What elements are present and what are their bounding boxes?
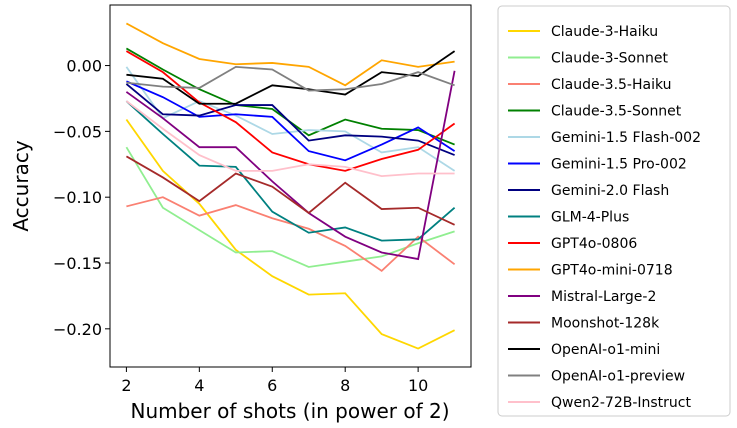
- legend-label: GLM-4-Plus: [551, 210, 629, 226]
- x-axis-label: Number of shots (in power of 2): [130, 399, 449, 423]
- y-tick-label: −0.05: [53, 122, 102, 141]
- series-line: [125, 70, 456, 261]
- legend-label: OpenAI-o1-preview: [551, 369, 685, 385]
- series-line: [125, 100, 455, 178]
- series-line: [125, 47, 455, 146]
- x-tick-label: 10: [408, 376, 428, 395]
- plot-frame: [109, 4, 472, 368]
- legend-label: GPT4o-mini-0718: [551, 263, 673, 279]
- y-tick-label: −0.15: [53, 254, 102, 273]
- series-line: [125, 50, 456, 172]
- legend-label: Gemini-1.5 Flash-002: [551, 130, 701, 146]
- series-line: [125, 146, 455, 268]
- x-tick-label: 2: [121, 376, 131, 395]
- y-tick-label: 0.00: [66, 57, 102, 76]
- series-line: [125, 22, 455, 87]
- series-line: [126, 196, 456, 273]
- x-tick-label: 4: [194, 376, 204, 395]
- y-axis-label: Accuracy: [9, 140, 33, 231]
- series-line: [125, 155, 455, 226]
- y-tick-label: −0.10: [53, 188, 102, 207]
- legend-label: Claude-3.5-Haiku: [551, 77, 672, 93]
- series-line: [125, 100, 456, 242]
- legend-label: Gemini-2.0 Flash: [551, 183, 669, 199]
- legend-label: Claude-3-Haiku: [551, 24, 658, 40]
- series-line: [125, 66, 456, 172]
- series-line: [125, 119, 455, 350]
- legend-label: Claude-3-Sonnet: [551, 51, 668, 67]
- series-line: [125, 83, 455, 156]
- legend-label: Gemini-1.5 Pro-002: [551, 157, 687, 173]
- series-line: [126, 80, 456, 162]
- series-line: [126, 50, 456, 105]
- legend-label: Moonshot-128k: [551, 316, 660, 332]
- legend-box: [497, 5, 731, 417]
- legend-label: Mistral-Large-2: [551, 289, 656, 305]
- legend-label: Claude-3.5-Sonnet: [551, 104, 682, 120]
- legend-label: GPT4o-0806: [551, 236, 637, 252]
- legend-label: OpenAI-o1-mini: [551, 342, 660, 358]
- x-tick-label: 6: [267, 376, 277, 395]
- y-tick-label: −0.20: [53, 320, 102, 339]
- series-line: [126, 65, 455, 92]
- legend-label: Qwen2-72B-Instruct: [551, 395, 691, 411]
- x-tick-label: 8: [340, 376, 350, 395]
